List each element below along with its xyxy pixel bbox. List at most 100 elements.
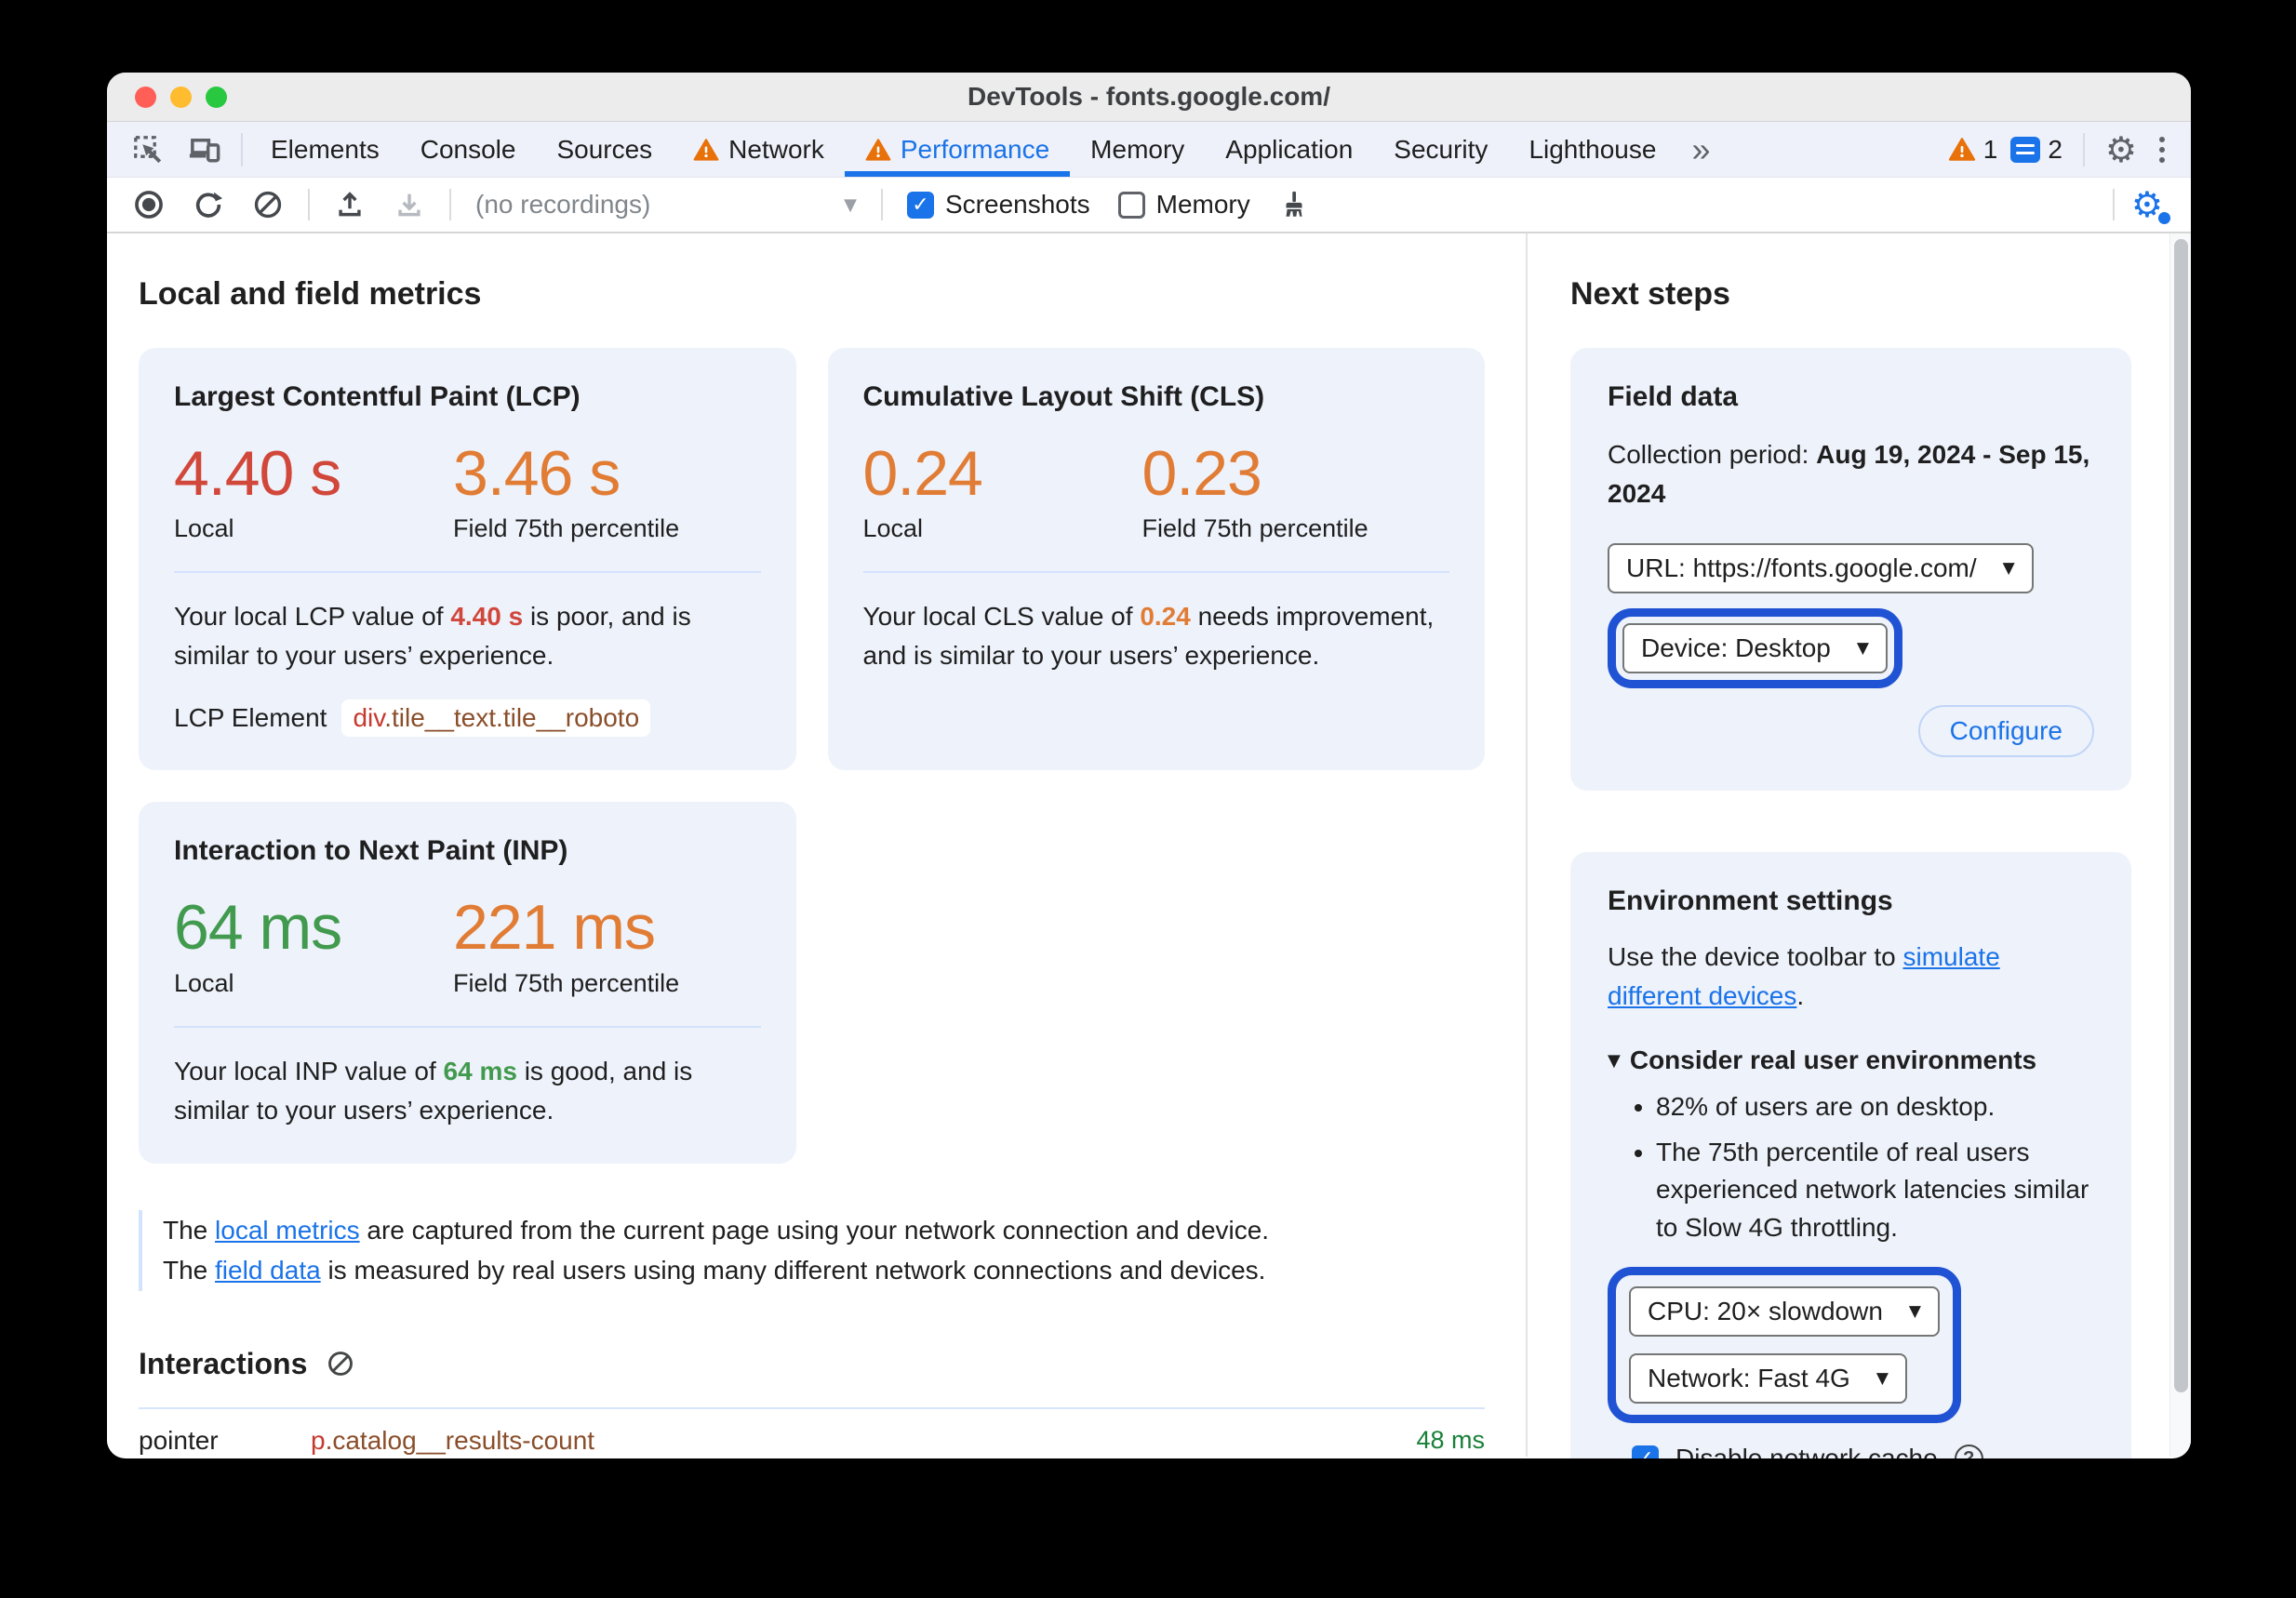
tabbar-right-controls: 1 2 ⚙ bbox=[1948, 122, 2191, 177]
environment-settings-card: Environment settings Use the device tool… bbox=[1570, 852, 2131, 1458]
url-select[interactable]: URL: https://fonts.google.com/ ▼ bbox=[1608, 543, 2034, 593]
tab-lighthouse[interactable]: Lighthouse bbox=[1508, 122, 1676, 177]
upload-profile-button[interactable] bbox=[325, 189, 375, 220]
metrics-main: Local and field metrics Largest Contentf… bbox=[107, 233, 1526, 1457]
issues-warning-badge[interactable]: 1 bbox=[1948, 135, 1997, 165]
download-icon bbox=[398, 193, 420, 217]
device-select-value: Device: Desktop bbox=[1641, 633, 1831, 662]
screenshots-toggle[interactable]: ✓ Screenshots bbox=[898, 190, 1100, 220]
cls-field-value: 0.23 bbox=[1141, 438, 1262, 509]
cls-description: Your local CLS value of 0.24 needs impro… bbox=[862, 602, 1435, 671]
network-select-value: Network: Fast 4G bbox=[1648, 1364, 1850, 1393]
throttling-selects-highlight: CPU: 20× slowdown ▼ Network: Fast 4G ▼ bbox=[1608, 1267, 1961, 1424]
device-toolbar-button[interactable] bbox=[176, 122, 234, 177]
record-icon bbox=[135, 191, 163, 219]
inp-field-label: Field 75th percentile bbox=[453, 968, 680, 997]
tab-label: Memory bbox=[1090, 134, 1185, 164]
network-throttling-select[interactable]: Network: Fast 4G ▼ bbox=[1629, 1353, 1907, 1405]
more-options-menu-button[interactable] bbox=[2150, 136, 2174, 163]
page-title: Local and field metrics bbox=[139, 276, 482, 312]
disclosure-triangle-icon: ▼ bbox=[1608, 1050, 1621, 1071]
tab-memory[interactable]: Memory bbox=[1070, 122, 1205, 177]
inspect-element-button[interactable] bbox=[120, 122, 176, 177]
lcp-inline-value: 4.40 s bbox=[450, 602, 524, 632]
lcp-description: Your local LCP value of 4.40 s is poor, … bbox=[174, 602, 691, 671]
recordings-dropdown[interactable]: (no recordings) ▼ bbox=[466, 190, 866, 220]
bullet-item: The 75th percentile of real users experi… bbox=[1656, 1134, 2094, 1247]
cpu-throttling-select[interactable]: CPU: 20× slowdown ▼ bbox=[1629, 1286, 1940, 1338]
note-line-2: The field data is measured by real users… bbox=[163, 1256, 1266, 1285]
cpu-select-value: CPU: 20× slowdown bbox=[1648, 1297, 1883, 1326]
lcp-element-link[interactable]: div.tile__text.tile__roboto bbox=[341, 699, 651, 738]
vertical-scrollbar[interactable] bbox=[2169, 233, 2191, 1457]
download-profile-button[interactable] bbox=[384, 189, 434, 220]
upload-icon bbox=[339, 192, 361, 217]
interaction-target-link[interactable]: p.catalog__results-count bbox=[311, 1425, 595, 1455]
gc-collect-button[interactable] bbox=[1269, 189, 1319, 220]
disable-cache-checkbox[interactable]: ✓ bbox=[1632, 1445, 1659, 1458]
environment-settings-title: Environment settings bbox=[1608, 886, 1893, 916]
cls-field-label: Field 75th percentile bbox=[1141, 514, 1368, 543]
next-steps-title: Next steps bbox=[1570, 276, 1730, 312]
local-metrics-link[interactable]: local metrics bbox=[215, 1215, 360, 1245]
device-toolbar-icon bbox=[189, 138, 220, 162]
collection-period: Collection period: Aug 19, 2024 - Sep 15… bbox=[1608, 440, 2090, 508]
cls-local-label: Local bbox=[862, 514, 924, 543]
message-count: 2 bbox=[2048, 134, 2062, 164]
real-user-environments-disclosure[interactable]: ▼ Consider real user environments bbox=[1608, 1045, 2094, 1075]
lcp-local-label: Local bbox=[174, 514, 234, 543]
clear-interactions-icon[interactable] bbox=[326, 1349, 355, 1378]
clear-button[interactable] bbox=[243, 189, 293, 220]
message-icon bbox=[2010, 136, 2041, 163]
tab-console[interactable]: Console bbox=[400, 122, 537, 177]
window-title: DevTools - fonts.google.com/ bbox=[968, 82, 1330, 111]
configure-button[interactable]: Configure bbox=[1917, 705, 2094, 757]
memory-toggle[interactable]: Memory bbox=[1109, 190, 1260, 220]
cls-inline-value: 0.24 bbox=[1140, 602, 1191, 632]
tab-label: Performance bbox=[900, 134, 1050, 164]
panel-content: Local and field metrics Largest Contentf… bbox=[107, 233, 2191, 1458]
devtools-window: DevTools - fonts.google.com/ Elements Co… bbox=[107, 73, 2191, 1458]
settings-gear-icon[interactable]: ⚙ bbox=[2104, 128, 2137, 170]
screenshots-checkbox[interactable]: ✓ bbox=[907, 191, 934, 219]
help-icon[interactable]: ? bbox=[1954, 1444, 1983, 1458]
minimize-window-button[interactable] bbox=[170, 86, 192, 108]
chevron-down-icon: ▼ bbox=[1876, 1369, 1889, 1389]
device-select[interactable]: Device: Desktop ▼ bbox=[1622, 623, 1888, 673]
memory-checkbox[interactable] bbox=[1117, 191, 1145, 219]
capture-settings-button[interactable]: ⚙ bbox=[2120, 187, 2174, 224]
toolbar-divider bbox=[2112, 189, 2115, 220]
table-row[interactable]: pointer p.catalog__results-count 48 ms bbox=[139, 1409, 1485, 1458]
inp-description: Your local INP value of 64 ms is good, a… bbox=[174, 1056, 693, 1125]
close-window-button[interactable] bbox=[135, 86, 156, 108]
interaction-type: pointer bbox=[139, 1425, 219, 1455]
field-data-link[interactable]: field data bbox=[215, 1256, 321, 1285]
tab-sources[interactable]: Sources bbox=[536, 122, 673, 177]
more-tabs-button[interactable]: » bbox=[1676, 122, 1725, 177]
next-steps-panel: Next steps Field data Collection period:… bbox=[1528, 233, 2191, 1458]
tab-elements[interactable]: Elements bbox=[250, 122, 400, 177]
record-button[interactable] bbox=[124, 189, 174, 220]
broom-icon bbox=[1286, 191, 1302, 217]
lcp-field-value: 3.46 s bbox=[453, 438, 621, 509]
tab-label: Application bbox=[1225, 134, 1354, 164]
simulate-devices-link[interactable]: simulate different devices bbox=[1608, 942, 2000, 1010]
warning-icon bbox=[693, 138, 719, 161]
interactions-table: pointer p.catalog__results-count 48 ms p… bbox=[139, 1406, 1485, 1458]
zoom-window-button[interactable] bbox=[206, 86, 227, 108]
toolbar-divider bbox=[308, 189, 310, 220]
chevron-double-icon: » bbox=[1691, 129, 1711, 168]
lcp-element-label: LCP Element bbox=[174, 703, 327, 733]
scrollbar-thumb[interactable] bbox=[2174, 239, 2188, 1392]
tab-network[interactable]: Network bbox=[673, 122, 845, 177]
tab-security[interactable]: Security bbox=[1373, 122, 1508, 177]
reload-and-record-button[interactable] bbox=[183, 189, 234, 220]
issues-message-badge[interactable]: 2 bbox=[2010, 135, 2062, 165]
tab-application[interactable]: Application bbox=[1205, 122, 1373, 177]
tab-performance[interactable]: Performance bbox=[845, 122, 1070, 177]
disclosure-label: Consider real user environments bbox=[1629, 1045, 2037, 1074]
inp-card: Interaction to Next Paint (INP) 64 ms Lo… bbox=[139, 802, 796, 1164]
tab-label: Console bbox=[420, 134, 516, 164]
traffic-lights bbox=[135, 73, 227, 121]
inp-inline-value: 64 ms bbox=[443, 1056, 517, 1085]
